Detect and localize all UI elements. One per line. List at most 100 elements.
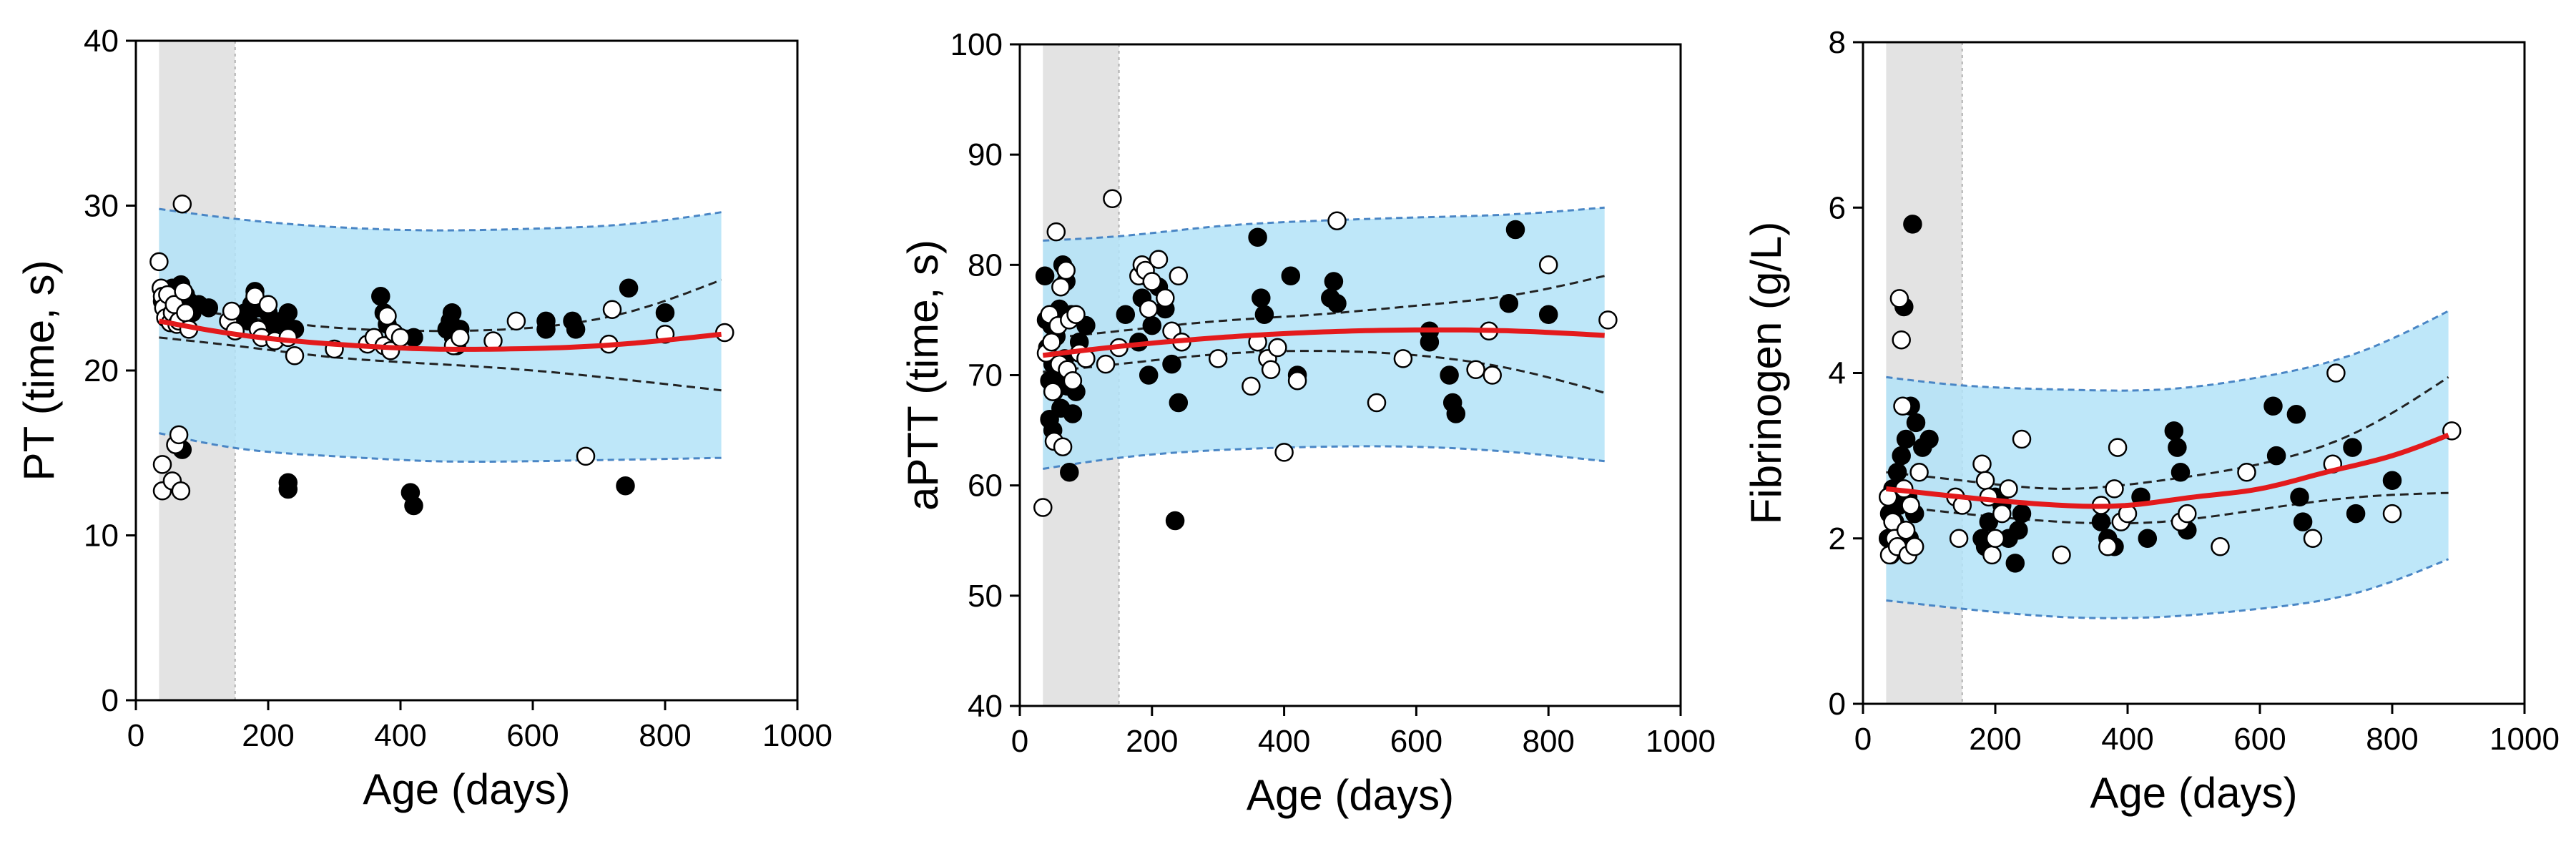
data-point-open	[1046, 222, 1066, 242]
data-point-filled	[404, 496, 423, 516]
plot-layer: 0 200 400 600 800 1000 40 50 60 70 80 90 100	[950, 27, 1716, 759]
panel-pt: 0 200 400 600 800 1000 0 10 20 30 40 Age (days) PT…	[15, 24, 832, 813]
data-point-open	[1975, 471, 1995, 491]
data-point-filled	[1327, 294, 1347, 313]
data-point-filled	[1165, 511, 1185, 531]
y-tick-label: 30	[84, 189, 119, 224]
data-point-open	[1033, 498, 1053, 517]
data-point-filled	[619, 278, 639, 298]
data-point-open	[1901, 496, 1920, 515]
data-point-open	[2108, 438, 2128, 457]
data-point-filled	[1903, 215, 1922, 234]
data-point-open	[1483, 365, 1502, 385]
y-tick-label: 40	[84, 24, 119, 59]
x-axis-title: Age (days)	[2090, 769, 2297, 817]
data-point-open	[1274, 443, 1294, 462]
data-point-open	[2052, 545, 2071, 565]
data-point-filled	[1919, 429, 1939, 449]
data-point-filled	[655, 303, 675, 323]
data-point-open	[1156, 288, 1175, 308]
data-point-open	[1904, 537, 1924, 556]
x-tick-label: 1000	[1646, 724, 1716, 759]
x-axis-title: Age (days)	[1247, 771, 1454, 819]
data-point-filled	[2009, 520, 2028, 540]
data-point-filled	[2346, 504, 2366, 524]
data-point-open	[1268, 338, 1287, 358]
data-point-open	[2012, 429, 2032, 449]
data-point-open	[378, 306, 397, 326]
data-point-filled	[2290, 487, 2309, 507]
x-tick-label: 200	[242, 718, 294, 753]
prediction-upper-line	[1043, 206, 1605, 242]
data-point-open	[602, 300, 622, 319]
panel-aptt: 0 200 400 600 800 1000 40 50 60 70 80 90 100 Age (da…	[899, 27, 1716, 819]
data-point-open	[1393, 349, 1413, 368]
data-point-filled	[1324, 272, 1344, 291]
y-axis-title: Fibrinogen (g/L)	[1742, 222, 1790, 525]
y-tick-label: 4	[1829, 356, 1846, 391]
data-point-filled	[1060, 462, 1079, 482]
prediction-upper-line	[1886, 310, 2449, 392]
data-point-open	[1992, 504, 2012, 524]
data-point-open	[576, 446, 596, 466]
y-tick-label: 0	[102, 683, 119, 718]
y-axis-title: aPTT (time, s)	[899, 240, 947, 511]
data-point-open	[1053, 437, 1073, 456]
data-point-filled	[1896, 429, 1916, 449]
x-tick-label: 800	[639, 718, 691, 753]
data-point-filled	[442, 303, 462, 323]
x-tick-label: 400	[2101, 722, 2153, 757]
data-point-open	[1242, 376, 1261, 396]
y-tick-label: 70	[968, 358, 1003, 393]
x-tick-label: 600	[2233, 722, 2286, 757]
y-tick-label: 60	[968, 468, 1003, 504]
data-point-filled	[2138, 529, 2158, 549]
y-tick-label: 2	[1829, 521, 1846, 556]
prediction-lower-line	[1043, 445, 1605, 470]
data-point-open	[176, 303, 195, 323]
data-point-open	[1982, 545, 2002, 565]
x-tick-label: 1000	[762, 718, 832, 753]
y-tick-label: 8	[1829, 25, 1846, 60]
data-point-open	[1063, 371, 1083, 391]
data-point-filled	[278, 479, 298, 499]
data-point-filled	[278, 303, 298, 323]
data-point-filled	[1169, 393, 1189, 413]
data-point-filled	[1281, 266, 1301, 286]
data-point-open	[2326, 363, 2346, 383]
data-point-open	[1142, 272, 1162, 291]
data-point-open	[1051, 277, 1071, 297]
data-point-filled	[2263, 396, 2283, 416]
data-point-open	[1538, 255, 1558, 275]
x-tick-label: 400	[1258, 724, 1310, 759]
plot-layer: 0 200 400 600 800 1000 0 10 20 30 40	[84, 24, 832, 753]
data-point-open	[1066, 305, 1086, 324]
data-point-filled	[2171, 463, 2191, 482]
data-point-open	[258, 295, 278, 315]
y-axis-title: PT (time, s)	[15, 260, 63, 481]
data-point-open	[2178, 504, 2197, 524]
data-point-open	[1139, 299, 1159, 319]
data-point-open	[1985, 529, 2005, 549]
y-tick-label: 6	[1829, 190, 1846, 225]
data-point-filled	[536, 320, 556, 339]
plot-layer: 0 200 400 600 800 1000 0 2 4 6 8	[1829, 25, 2560, 757]
fit-curve	[1886, 432, 2449, 509]
data-point-filled	[2091, 512, 2111, 531]
data-point-filled	[1538, 305, 1558, 324]
data-point-open	[1367, 393, 1387, 413]
data-point-open	[506, 311, 526, 331]
data-point-filled	[1063, 404, 1083, 423]
x-tick-label: 800	[2366, 722, 2418, 757]
data-point-open	[169, 425, 189, 445]
x-tick-label: 600	[1390, 724, 1442, 759]
data-point-open	[1889, 289, 1909, 308]
data-point-filled	[2343, 438, 2362, 457]
x-tick-label: 200	[1969, 722, 2021, 757]
data-point-filled	[2382, 471, 2402, 491]
data-point-open	[390, 328, 411, 348]
data-point-open	[1466, 360, 1485, 380]
x-axis-title: Age (days)	[363, 765, 570, 813]
data-point-filled	[1420, 332, 1440, 352]
data-point-open	[1999, 479, 2018, 499]
